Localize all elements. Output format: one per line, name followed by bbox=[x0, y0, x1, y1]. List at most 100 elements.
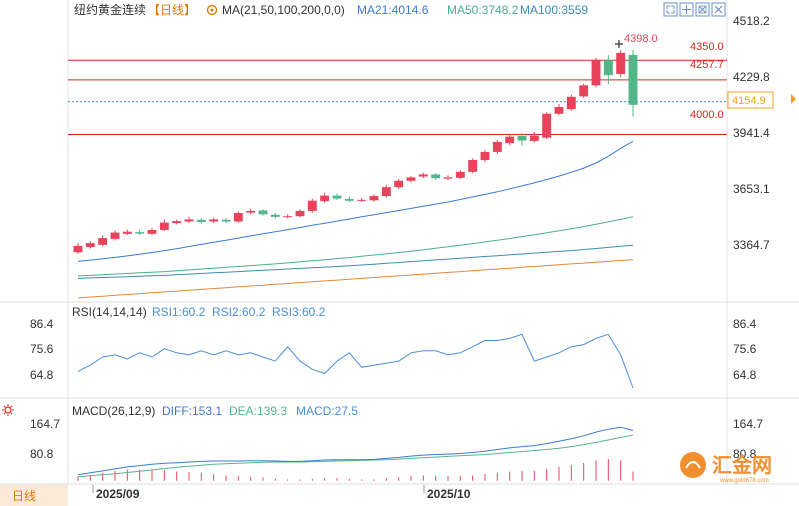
watermark: 汇金网 www.gold678.com bbox=[680, 452, 772, 484]
candle bbox=[591, 57, 601, 88]
candle-body bbox=[505, 136, 515, 144]
candle bbox=[147, 227, 157, 236]
instrument-title: 纽约黄金连续 bbox=[74, 2, 146, 17]
ma50-line bbox=[77, 216, 634, 277]
candle bbox=[209, 217, 219, 224]
rsi-line bbox=[77, 333, 634, 389]
candle bbox=[443, 175, 453, 180]
candle-body bbox=[307, 200, 317, 211]
candle bbox=[455, 170, 465, 180]
rsi-tick-86-right: 86.4 bbox=[733, 317, 757, 331]
rsi3-value: RSI3:60.2 bbox=[272, 305, 326, 319]
candle-body bbox=[628, 55, 638, 105]
ma-params-label: MA(21,50,100,200,0,0) bbox=[222, 3, 345, 17]
moving-averages bbox=[77, 140, 634, 299]
rsi-tick-86: 86.4 bbox=[30, 317, 54, 331]
candle-body bbox=[418, 174, 428, 177]
ma21-line bbox=[77, 140, 634, 262]
macd-panel: MACD(26,12,9) DIFF:153.1 DEA:139.3 MACD:… bbox=[2, 404, 763, 481]
candle bbox=[381, 185, 391, 198]
candle bbox=[418, 172, 428, 179]
candle-body bbox=[147, 230, 157, 234]
candle-body bbox=[233, 213, 243, 222]
candle bbox=[492, 139, 502, 155]
candle-body bbox=[381, 187, 391, 197]
candle-body bbox=[344, 199, 354, 201]
crosshair-icon[interactable] bbox=[679, 2, 694, 17]
bottom-bar: 日线 2025/09 2025/10 bbox=[0, 485, 471, 506]
watermark-url: www.gold678.com bbox=[719, 478, 769, 484]
candle bbox=[554, 104, 564, 116]
watermark-logo-icon bbox=[680, 452, 706, 478]
rsi-tick-64-right: 64.8 bbox=[733, 368, 757, 382]
candle-body bbox=[98, 238, 108, 245]
rsi-panel: RSI(14,14,14) RSI1:60.2 RSI2:60.2 RSI3:6… bbox=[30, 305, 757, 389]
candle bbox=[159, 219, 169, 232]
candle-body bbox=[357, 199, 367, 201]
macd-tick-164: 164.7 bbox=[30, 417, 60, 431]
rsi1-value: RSI1:60.2 bbox=[152, 305, 206, 319]
expand-icon[interactable] bbox=[695, 2, 710, 17]
candle bbox=[283, 214, 293, 219]
candle-body bbox=[172, 221, 182, 223]
line-4350-label: 4350.0 bbox=[690, 41, 724, 53]
candle bbox=[406, 175, 416, 183]
rsi-tick-75: 75.6 bbox=[30, 342, 54, 356]
candle-body bbox=[529, 135, 539, 141]
candle bbox=[221, 218, 231, 224]
candle-body bbox=[591, 59, 601, 86]
candle-body bbox=[320, 195, 330, 202]
macd-series bbox=[77, 426, 634, 481]
candle-body bbox=[492, 141, 502, 152]
candle bbox=[579, 83, 589, 99]
candle-body bbox=[85, 243, 95, 247]
candle bbox=[344, 196, 354, 202]
x-label-2025-10: 2025/10 bbox=[427, 487, 471, 501]
candle-body bbox=[431, 174, 441, 179]
macd-dea-line bbox=[77, 434, 634, 478]
period-tag[interactable]: 【日线】 bbox=[148, 3, 196, 17]
candle bbox=[270, 213, 280, 219]
candle bbox=[85, 241, 95, 249]
macd-diff-line bbox=[77, 426, 634, 476]
candle-body bbox=[184, 219, 194, 222]
candle-body bbox=[159, 222, 169, 230]
candle bbox=[566, 94, 576, 111]
candle-body bbox=[579, 85, 589, 97]
line-4000-label: 4000.0 bbox=[690, 109, 724, 121]
watermark-text: 汇金网 bbox=[712, 453, 772, 477]
high-label: 4398.0 bbox=[624, 33, 658, 45]
price-tick-3364: 3364.7 bbox=[733, 238, 770, 252]
ma100-value: MA100:3559 bbox=[520, 3, 588, 17]
candle bbox=[603, 55, 613, 85]
candle-body bbox=[258, 210, 268, 215]
candle bbox=[369, 194, 379, 202]
fullscreen-icon[interactable] bbox=[663, 2, 678, 17]
candle bbox=[431, 173, 441, 180]
candle-body bbox=[246, 210, 256, 213]
ma21-value: MA21:4014.6 bbox=[357, 3, 429, 17]
macd-tick-80: 80.8 bbox=[30, 447, 54, 461]
candle bbox=[320, 192, 330, 203]
candle-body bbox=[603, 60, 613, 76]
close-icon[interactable] bbox=[711, 2, 726, 17]
settings-gear-icon[interactable] bbox=[206, 4, 218, 16]
candle bbox=[332, 193, 342, 201]
annotations: 4398.0 4350.0 4257.7 4000.0 4154.9 bbox=[615, 33, 796, 121]
candle-body bbox=[110, 232, 120, 239]
candle bbox=[98, 235, 108, 247]
candle-body bbox=[616, 52, 626, 75]
candle-body bbox=[517, 135, 527, 141]
period-button-label[interactable]: 日线 bbox=[12, 489, 36, 503]
candle bbox=[468, 158, 478, 174]
period-button[interactable] bbox=[0, 485, 68, 506]
candle bbox=[246, 208, 256, 215]
macd-settings-icon[interactable] bbox=[2, 404, 14, 416]
macd-tick-80-right: 80.8 bbox=[733, 447, 757, 461]
candle-body bbox=[542, 113, 552, 138]
candle bbox=[542, 112, 552, 140]
line-4257-label: 4257.7 bbox=[690, 59, 724, 71]
candle-body bbox=[369, 196, 379, 201]
toolbar bbox=[663, 2, 726, 17]
